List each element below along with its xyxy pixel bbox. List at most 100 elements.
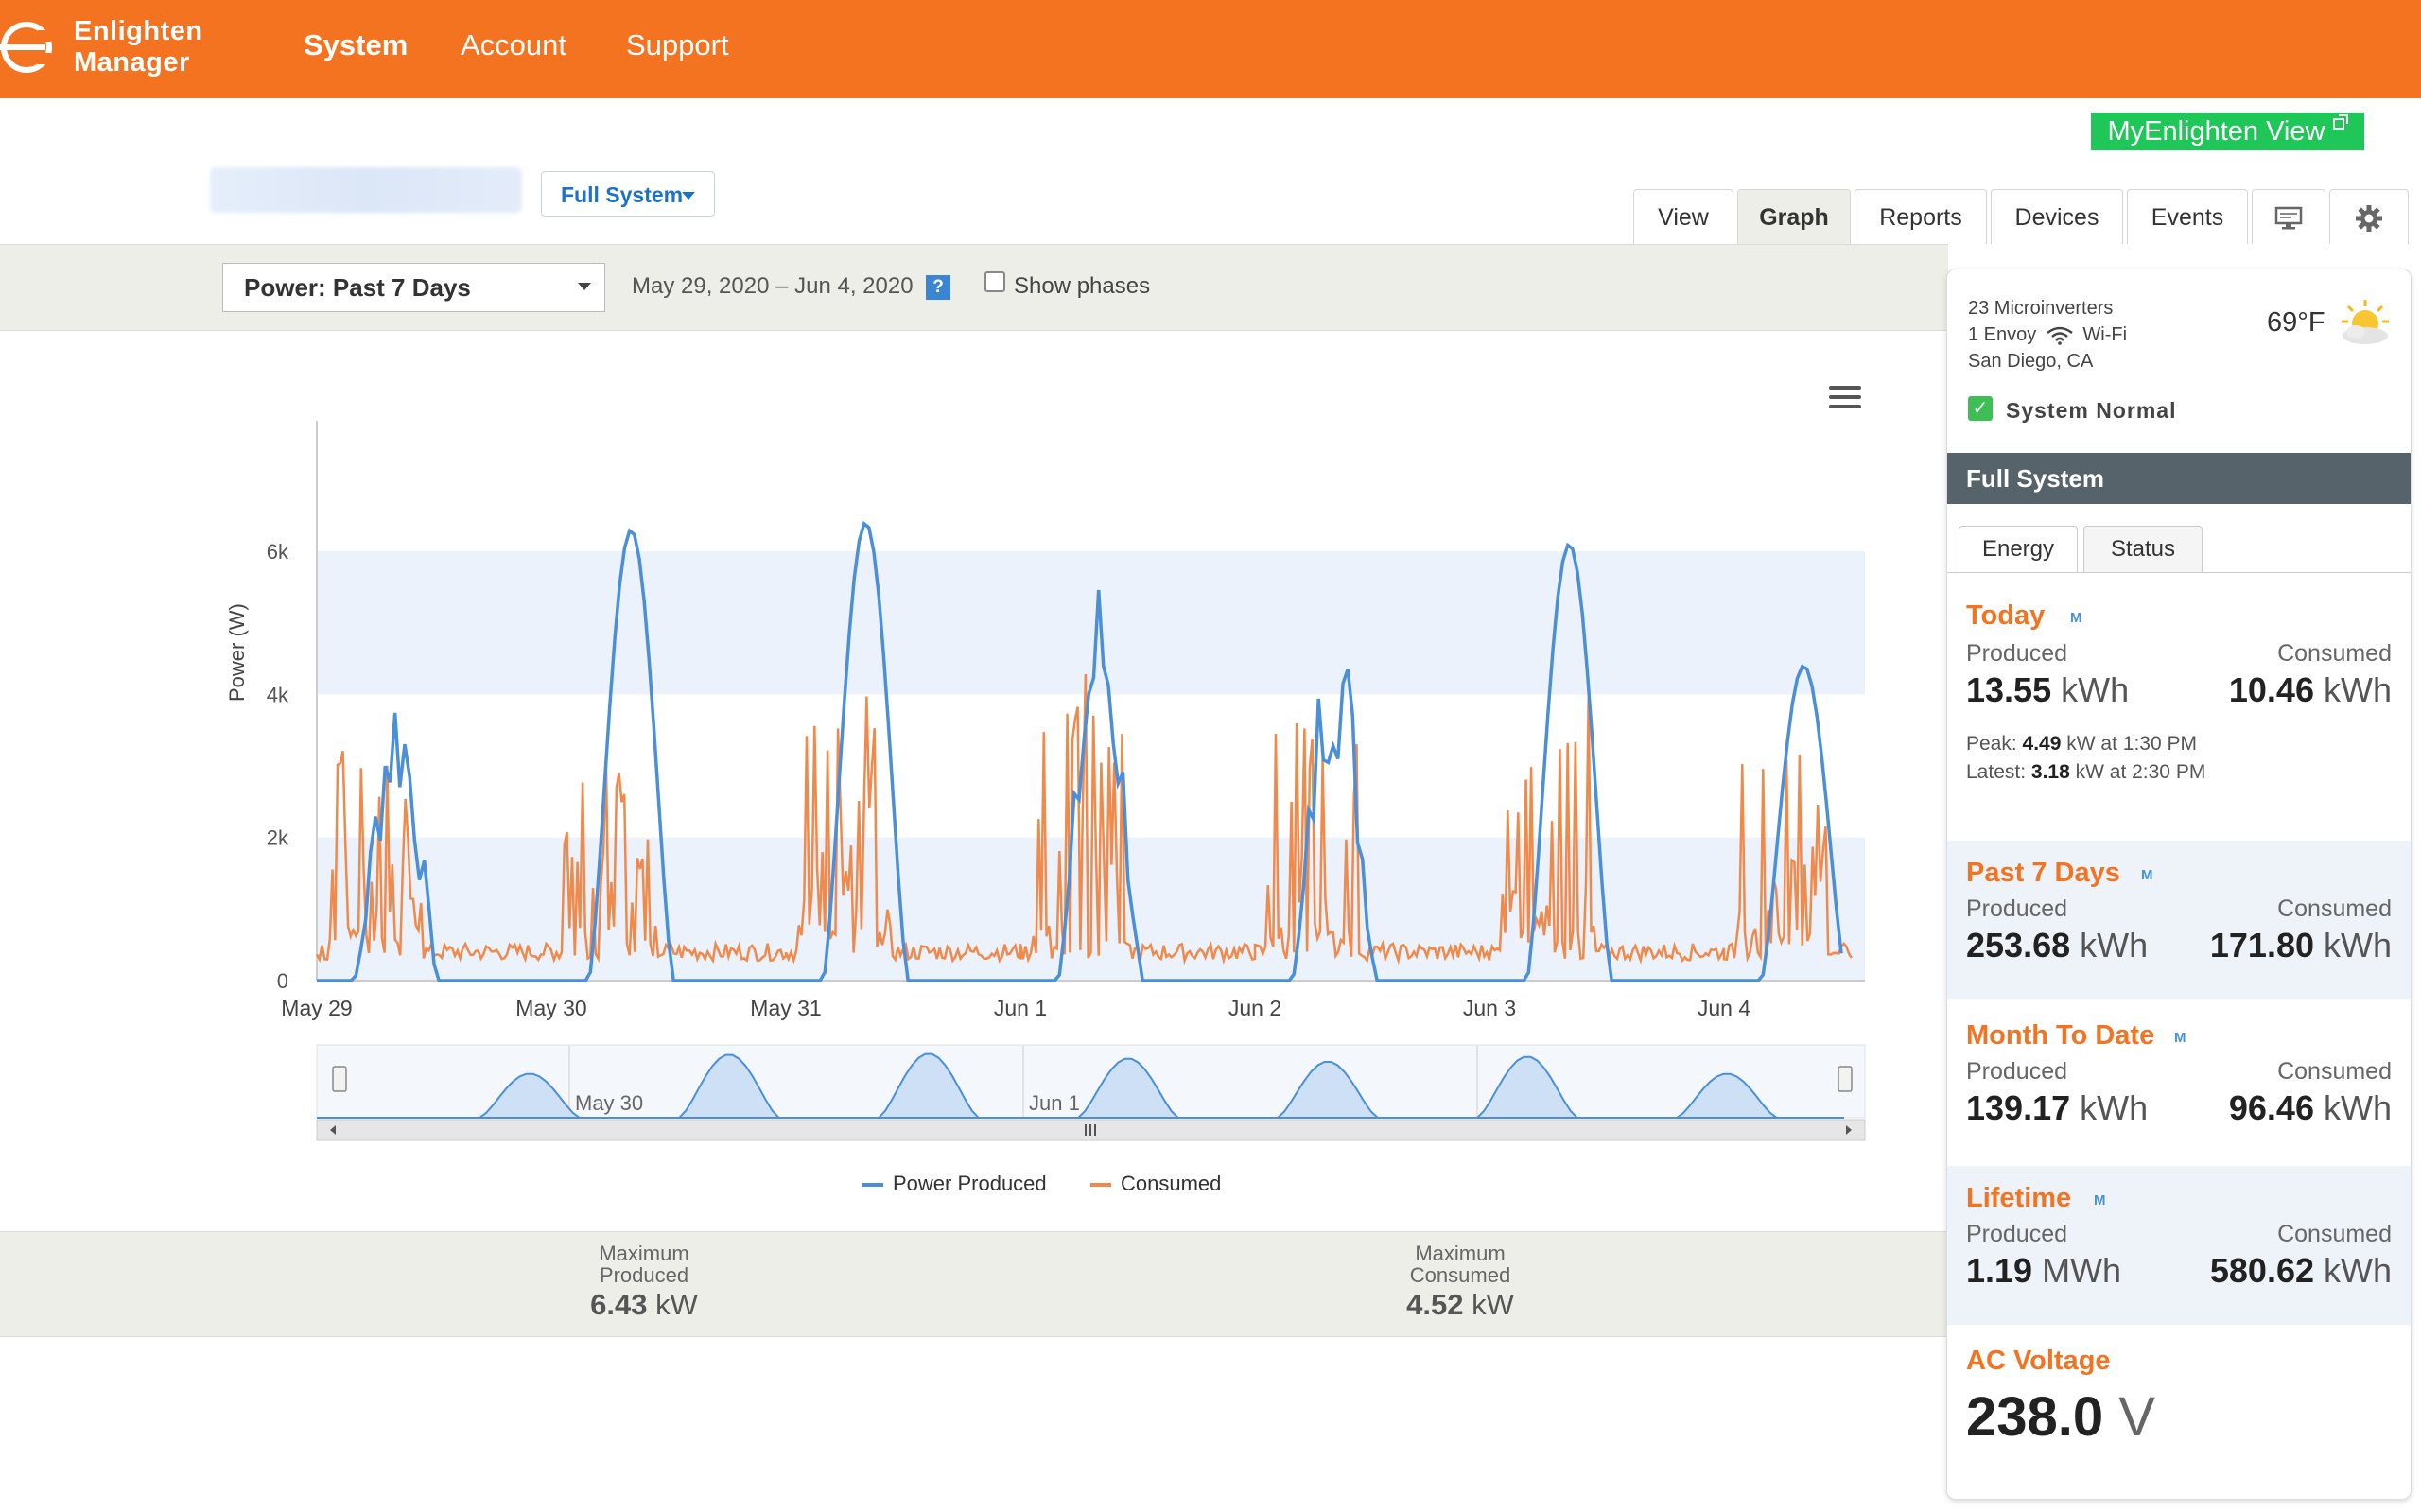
mtd-consumed-label: Consumed bbox=[2277, 1058, 2392, 1085]
time-range-label: Power: Past 7 Days bbox=[244, 273, 471, 302]
tab-energy[interactable]: Energy bbox=[1959, 526, 2078, 573]
mtd-produced-value: 139.17 kWh bbox=[1966, 1088, 2148, 1128]
today-produced-label: Produced bbox=[1966, 640, 2068, 667]
today-produced-value: 13.55 kWh bbox=[1966, 670, 2129, 710]
max-produced-label-2: Produced bbox=[599, 1263, 689, 1287]
top-bar: Enlighten Manager System Account Support bbox=[0, 0, 2421, 98]
system-status: System Normal bbox=[2006, 398, 2177, 423]
tab-view[interactable]: View bbox=[1633, 189, 1733, 244]
time-range-select[interactable]: Power: Past 7 Days bbox=[222, 263, 605, 312]
tab-monitor[interactable] bbox=[2252, 189, 2325, 244]
lifetime-produced-unit: MWh bbox=[2042, 1251, 2122, 1290]
past7-produced-number: 253.68 bbox=[1966, 926, 2071, 965]
mtd-produced-number: 139.17 bbox=[1966, 1088, 2071, 1127]
mtd-consumed-number: 96.46 bbox=[2228, 1088, 2314, 1127]
external-link-icon bbox=[2332, 114, 2348, 130]
x-tick-label: Jun 3 bbox=[1463, 996, 1516, 1020]
today-latest: Latest: 3.18 kW at 2:30 PM bbox=[1966, 761, 2205, 784]
help-icon[interactable]: ? bbox=[926, 275, 950, 300]
y-tick-label: 4k bbox=[267, 683, 289, 706]
ac-voltage-value: 238.0 V bbox=[1966, 1385, 2155, 1449]
today-produced-unit: kWh bbox=[2061, 670, 2130, 709]
mtd-m-badge[interactable]: M bbox=[2174, 1030, 2186, 1046]
lifetime-consumed-label: Consumed bbox=[2277, 1221, 2392, 1247]
show-phases-checkbox[interactable] bbox=[984, 271, 1005, 292]
site-name-redacted bbox=[210, 167, 522, 213]
show-phases-label[interactable]: Show phases bbox=[1014, 273, 1151, 299]
chart-menu-icon[interactable] bbox=[1829, 386, 1861, 412]
chevron-down-icon bbox=[682, 192, 695, 200]
x-tick-label: May 30 bbox=[515, 996, 586, 1020]
today-m-badge[interactable]: M bbox=[2070, 610, 2082, 626]
nav-system[interactable]: System bbox=[304, 28, 409, 61]
today-produced-number: 13.55 bbox=[1966, 670, 2052, 709]
lifetime-m-badge[interactable]: M bbox=[2094, 1192, 2106, 1208]
lifetime-title: Lifetime bbox=[1966, 1183, 2072, 1213]
today-title: Today bbox=[1966, 600, 2046, 631]
tab-reports[interactable]: Reports bbox=[1855, 189, 1987, 244]
date-range-text: May 29, 2020 – Jun 4, 2020 bbox=[632, 273, 914, 299]
past7-section: Past 7 Days M Produced Consumed 253.68 k… bbox=[1947, 841, 2411, 999]
past7-produced-value: 253.68 kWh bbox=[1966, 926, 2148, 965]
x-tick-label: Jun 4 bbox=[1698, 996, 1750, 1020]
max-consumed-value: 4.52 bbox=[1406, 1288, 1464, 1321]
grid-band bbox=[317, 551, 1865, 695]
navigator-right-handle[interactable] bbox=[1838, 1066, 1853, 1092]
stats-strip bbox=[0, 1231, 1948, 1337]
navigator-label: May 30 bbox=[575, 1091, 643, 1115]
tab-graph[interactable]: Graph bbox=[1737, 189, 1851, 244]
lifetime-consumed-number: 580.62 bbox=[2209, 1251, 2314, 1290]
monitor-icon bbox=[2274, 207, 2303, 230]
enphase-logo-icon[interactable] bbox=[0, 19, 57, 76]
past7-consumed-unit: kWh bbox=[2324, 926, 2392, 965]
max-produced-stat: Maximum Produced 6.43 kW bbox=[521, 1243, 767, 1322]
y-tick-label: 6k bbox=[267, 540, 289, 564]
navigator-label: Jun 1 bbox=[1029, 1091, 1080, 1115]
past7-consumed-label: Consumed bbox=[2277, 895, 2392, 922]
past7-produced-label: Produced bbox=[1966, 895, 2068, 922]
peak-prefix: Peak: bbox=[1966, 733, 2017, 755]
tab-events[interactable]: Events bbox=[2127, 189, 2248, 244]
tab-status[interactable]: Status bbox=[2083, 526, 2203, 573]
navigator-left-handle[interactable] bbox=[332, 1066, 347, 1092]
partly-cloudy-icon bbox=[2342, 300, 2389, 344]
navigator-frame bbox=[316, 1044, 1866, 1119]
mtd-produced-unit: kWh bbox=[2080, 1088, 2149, 1127]
max-consumed-stat: Maximum Consumed 4.52 kW bbox=[1337, 1243, 1583, 1322]
myenlighten-view-button[interactable]: MyEnlighten View bbox=[2091, 113, 2364, 150]
tab-settings[interactable] bbox=[2329, 189, 2409, 244]
logo-line-1: Enlighten bbox=[74, 16, 203, 46]
tab-devices[interactable]: Devices bbox=[1991, 189, 2123, 244]
max-consumed-label-2: Consumed bbox=[1409, 1263, 1511, 1287]
max-produced-unit: kW bbox=[655, 1288, 698, 1321]
system-scope-label: Full System bbox=[561, 182, 684, 207]
gear-icon bbox=[2356, 205, 2382, 233]
past7-consumed-value: 171.80 kWh bbox=[2210, 926, 2392, 965]
lifetime-produced-label: Produced bbox=[1966, 1221, 2068, 1247]
lifetime-section: Lifetime M Produced Consumed 1.19 MWh 58… bbox=[1947, 1166, 2411, 1325]
mtd-consumed-unit: kWh bbox=[2324, 1088, 2392, 1127]
microinverter-count: 23 Microinverters bbox=[1968, 298, 2114, 319]
latest-prefix: Latest: bbox=[1966, 761, 2027, 783]
logo-line-2: Manager bbox=[74, 47, 190, 78]
system-scope-dropdown[interactable]: Full System bbox=[541, 171, 715, 217]
legend-power-produced[interactable]: Power Produced bbox=[862, 1172, 1047, 1196]
legend-swatch-consumed bbox=[1090, 1183, 1111, 1188]
today-consumed-unit: kWh bbox=[2324, 670, 2392, 709]
x-tick-label: Jun 2 bbox=[1228, 996, 1281, 1020]
nav-account[interactable]: Account bbox=[461, 28, 567, 61]
max-consumed-unit: kW bbox=[1472, 1288, 1514, 1321]
envoy-info: 1 Envoy Wi-Fi bbox=[1968, 324, 2127, 346]
y-tick-label: 0 bbox=[277, 969, 288, 993]
envoy-count: 1 Envoy bbox=[1968, 324, 2037, 345]
today-consumed-number: 10.46 bbox=[2228, 670, 2314, 709]
navigator-scrollbar[interactable] bbox=[316, 1119, 1866, 1141]
today-peak: Peak: 4.49 kW at 1:30 PM bbox=[1966, 733, 2197, 756]
app-logo-text[interactable]: Enlighten Manager bbox=[74, 16, 203, 78]
past7-m-badge[interactable]: M bbox=[2141, 867, 2153, 883]
myenlighten-view-label: MyEnlighten View bbox=[2107, 116, 2325, 147]
legend-consumed[interactable]: Consumed bbox=[1090, 1172, 1221, 1196]
lifetime-produced-value: 1.19 MWh bbox=[1966, 1251, 2121, 1291]
nav-support[interactable]: Support bbox=[626, 28, 729, 61]
navigator-area bbox=[317, 1052, 1844, 1119]
